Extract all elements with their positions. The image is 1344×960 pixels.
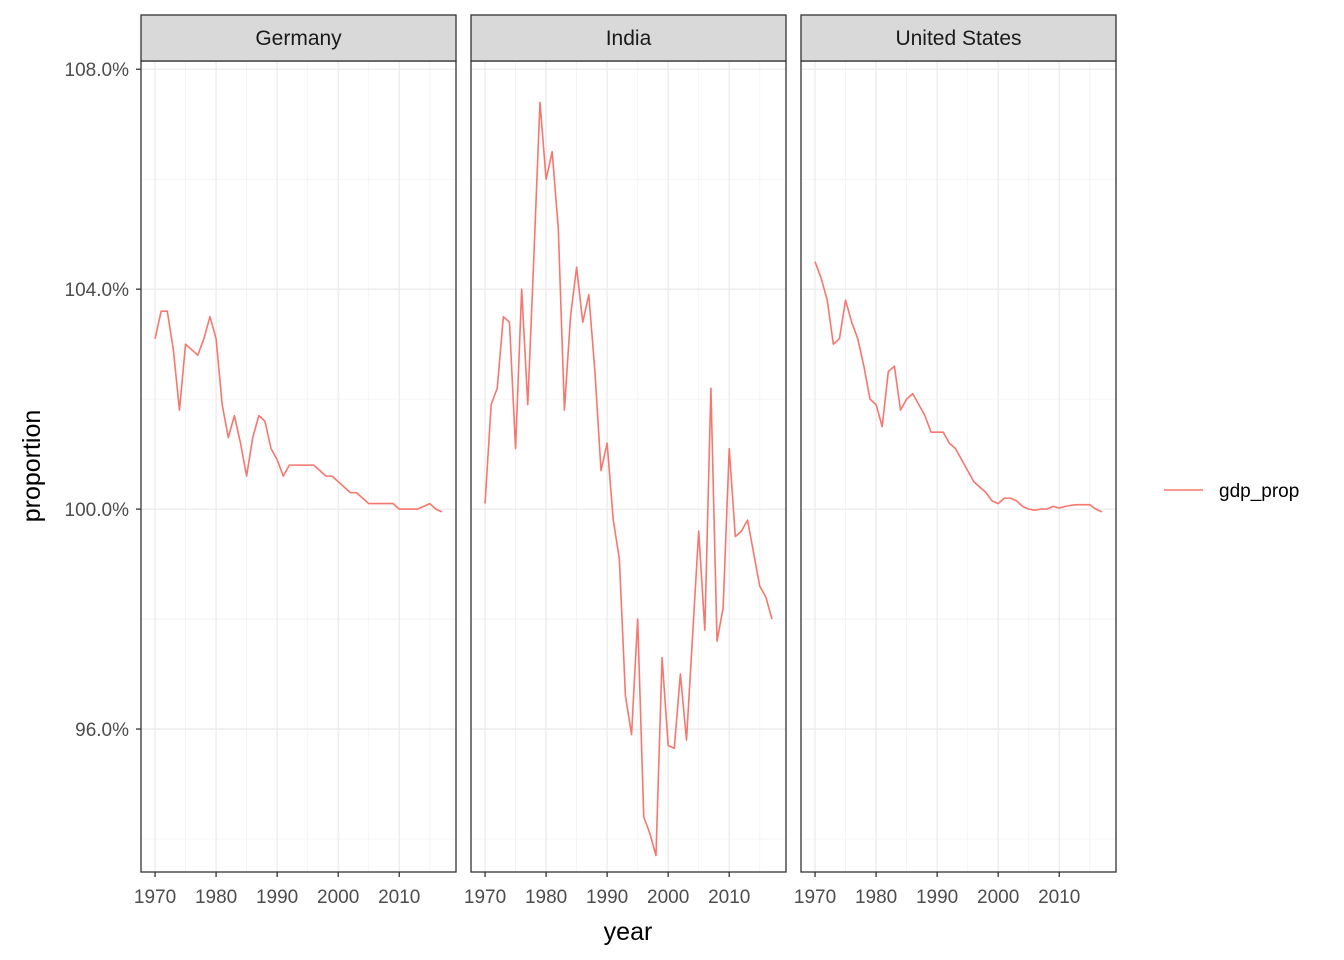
x-tick-label: 1980 xyxy=(525,887,567,908)
x-tick-label: 1990 xyxy=(916,887,958,908)
panel-background xyxy=(141,61,456,872)
x-tick-label: 1970 xyxy=(464,887,506,908)
facet-india: India 1970 1980 1990 2000 2010 xyxy=(464,14,787,908)
y-axis: 96.0% 100.0% 104.0% 108.0% xyxy=(65,60,141,741)
facet-strip xyxy=(470,14,787,62)
panel-background xyxy=(471,61,786,872)
facet-strip xyxy=(800,14,1117,62)
x-tick-label: 2000 xyxy=(977,887,1019,908)
y-axis-title: proportion xyxy=(18,410,46,523)
series-line-gdp-prop-germany xyxy=(154,310,443,513)
facet-strip-label: India xyxy=(606,27,652,50)
x-axis-title: year xyxy=(604,918,653,946)
x-tick-label: 2010 xyxy=(708,887,750,908)
legend: gdp_prop xyxy=(1164,481,1299,502)
facet-strip-label: Germany xyxy=(255,27,342,50)
legend-label-gdp-prop: gdp_prop xyxy=(1219,481,1299,502)
facet-panels: Germany 1970 1980 1990 2000 2010 India 1970 1980… xyxy=(134,14,1117,908)
y-tick-label: 100.0% xyxy=(65,500,130,521)
x-tick-label: 1980 xyxy=(855,887,897,908)
x-tick-label: 2010 xyxy=(378,887,420,908)
x-tick-label: 2000 xyxy=(317,887,359,908)
x-tick-label: 1990 xyxy=(586,887,628,908)
x-tick-label: 1980 xyxy=(195,887,237,908)
x-tick-label: 2010 xyxy=(1038,887,1080,908)
series-line-gdp-prop-india xyxy=(484,101,773,857)
y-tick-label: 104.0% xyxy=(65,280,130,301)
x-tick-label: 1970 xyxy=(134,887,176,908)
facet-germany: Germany 1970 1980 1990 2000 2010 xyxy=(134,14,457,908)
series-line-gdp-prop-united-states xyxy=(814,261,1103,513)
x-tick-label: 2000 xyxy=(647,887,689,908)
facet-united-states: United States 1970 1980 1990 2000 2010 xyxy=(794,14,1117,908)
y-tick-label: 108.0% xyxy=(65,60,130,81)
y-tick-label: 96.0% xyxy=(75,720,129,741)
x-tick-label: 1970 xyxy=(794,887,836,908)
facet-strip-label: United States xyxy=(895,27,1021,50)
facet-strip xyxy=(140,14,457,62)
x-tick-label: 1990 xyxy=(256,887,298,908)
panel-background xyxy=(801,61,1116,872)
